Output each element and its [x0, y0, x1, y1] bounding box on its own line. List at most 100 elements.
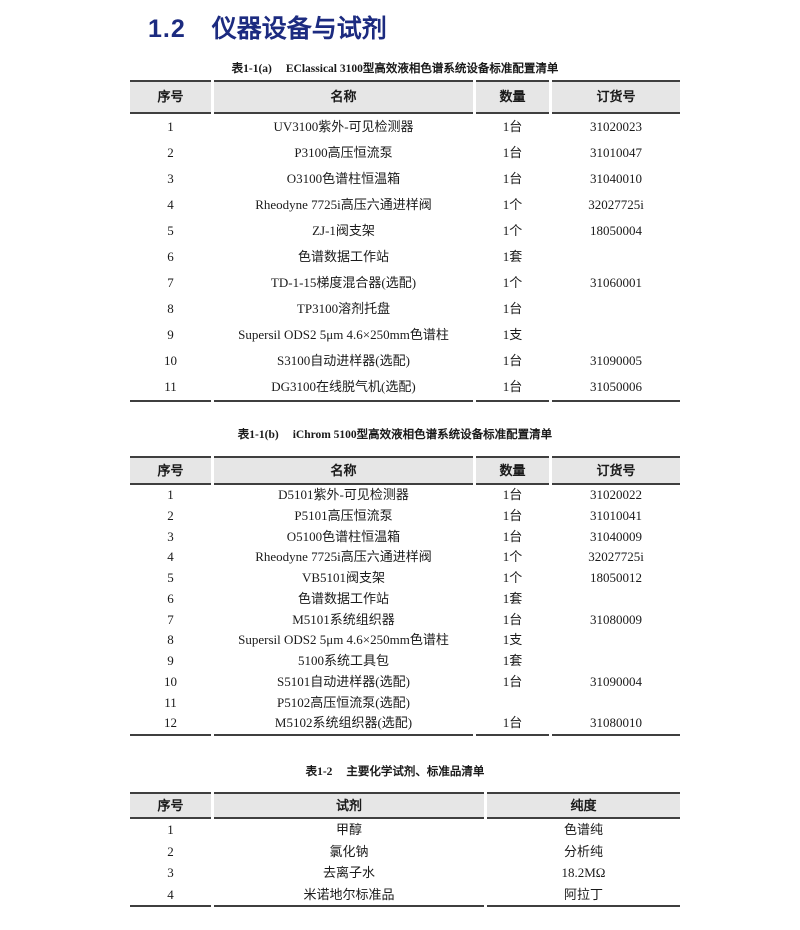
table-cell: 1台 [502, 673, 523, 689]
caption-label: 表1-1(b) [237, 429, 279, 441]
table-cell: 31010041 [590, 507, 642, 523]
table-cell: 阿拉丁 [563, 886, 603, 902]
table-cell: 1个 [502, 570, 523, 585]
table-cell: 1台 [502, 528, 523, 544]
table-cell: TP3100溶剂托盘 [296, 301, 391, 316]
table-cell: 1套 [502, 653, 523, 668]
table-cell: 8 [167, 301, 174, 316]
table-cell: 12 [164, 715, 177, 731]
table-cell: UV3100紫外-可见检测器 [273, 119, 414, 134]
table-cell: 10 [164, 353, 177, 368]
table-cell: Rheodyne 7725i高压六通进样阀 [255, 549, 432, 565]
table-cell: 1 [167, 822, 174, 837]
table-row: 10 S5101自动进样器(选配) 1台 31090004 [130, 672, 680, 693]
table-row: 3 O5100色谱柱恒温箱 1台 31040009 [130, 527, 680, 548]
table-cell: 甲醇 [335, 822, 362, 837]
table-row: 8 Supersil ODS2 5μm 4.6×250mm色谱柱 1支 [130, 630, 680, 651]
table-bottom-border [130, 905, 680, 907]
table-cell: 31040010 [590, 171, 642, 186]
table-cell [552, 244, 680, 270]
table-cell: 2 [167, 145, 174, 160]
table-cell: 1个 [502, 223, 523, 238]
table-cell: 1个 [502, 197, 523, 212]
table-cell: 31080010 [590, 715, 642, 731]
section-number: 1.2 [148, 15, 186, 43]
table-cell [552, 589, 680, 610]
table-cell: 1台 [502, 715, 523, 731]
table-cell: 31050006 [590, 379, 642, 394]
table-cell: 1台 [502, 145, 523, 160]
caption-title: iChrom 5100型高效液相色谱系统设备标准配置清单 [292, 429, 553, 441]
table-cell: 5100系统工具包 [297, 653, 389, 668]
table-cell: 6 [167, 590, 174, 606]
table-cell: 1台 [502, 379, 523, 394]
table-row: 9 5100系统工具包 1套 [130, 651, 680, 672]
table-cell: 色谱纯 [563, 822, 603, 837]
table-cell: ZJ-1阀支架 [312, 223, 375, 238]
table-cell [552, 630, 680, 651]
table-cell [552, 651, 680, 672]
table-cell: P3100高压恒流泵 [294, 145, 393, 160]
column-header: 名称 [214, 80, 473, 114]
table-cell: Supersil ODS2 5μm 4.6×250mm色谱柱 [238, 632, 449, 648]
caption-title: EClassical 3100型高效液相色谱系统设备标准配置清单 [285, 63, 559, 75]
equipment-table-ichrom-5100: 序号 名称 数量 订货号 1 D5101紫外-可见检测器 1台 31020022 2 P5101高… [130, 456, 680, 736]
table-cell: 5 [167, 570, 174, 585]
column-header: 序号 [130, 456, 211, 485]
table-cell: 1 [167, 487, 174, 502]
table-cell: 18.2MΩ [561, 865, 606, 880]
table-row: 11 P5102高压恒流泵(选配) [130, 693, 680, 714]
caption-label: 表1-2 [305, 766, 333, 778]
table-cell: 6 [167, 249, 174, 264]
table-row: 7 TD-1-15梯度混合器(选配) 1个 31060001 [130, 270, 680, 296]
table-cell: 1台 [502, 171, 523, 186]
table-row: 6 色谱数据工作站 1套 [130, 589, 680, 610]
table-cell: 1台 [502, 507, 523, 523]
table-row: 9 Supersil ODS2 5μm 4.6×250mm色谱柱 1支 [130, 322, 680, 348]
page-content: 1.2 仪器设备与试剂 表1-1(a) EClassical 3100型高效液相色… [130, 0, 680, 907]
table-cell: 1台 [502, 119, 523, 134]
section-heading: 1.2 仪器设备与试剂 [148, 14, 680, 44]
table-cell: 分析纯 [563, 843, 603, 859]
border-segment [552, 400, 680, 402]
table-cell: 4 [167, 549, 174, 565]
table-cell: 1支 [502, 327, 523, 342]
table-row: 4 Rheodyne 7725i高压六通进样阀 1个 32027725i [130, 192, 680, 218]
table-cell: 氯化钠 [329, 843, 369, 859]
table-cell: 31020023 [590, 119, 642, 134]
column-header: 订货号 [552, 456, 680, 485]
border-segment [130, 905, 211, 907]
table-cell: 31090005 [590, 353, 642, 368]
table-row: 5 ZJ-1阀支架 1个 18050004 [130, 218, 680, 244]
column-header: 序号 [130, 792, 211, 819]
border-segment [214, 905, 484, 907]
table-cell: Rheodyne 7725i高压六通进样阀 [255, 197, 432, 212]
table-1-1b-caption: 表1-1(b) iChrom 5100型高效液相色谱系统设备标准配置清单 [120, 429, 670, 442]
caption-label: 表1-1(a) [231, 63, 272, 75]
table-cell: 32027725i [588, 549, 644, 565]
table-cell: 1个 [502, 275, 523, 290]
table-row: 4 米诺地尔标准品 阿拉丁 [130, 884, 680, 906]
table-cell: 4 [167, 197, 174, 212]
column-header: 纯度 [487, 792, 680, 819]
border-segment [552, 734, 680, 736]
table-cell: 7 [167, 611, 174, 627]
table-cell: 1套 [502, 249, 523, 264]
table-cell: VB5101阀支架 [301, 570, 386, 585]
table-row: 7 M5101系统组织器 1台 31080009 [130, 610, 680, 631]
table-row: 2 P5101高压恒流泵 1台 31010041 [130, 506, 680, 527]
column-header: 名称 [214, 456, 473, 485]
table-cell: 31060001 [590, 275, 642, 290]
border-segment [487, 905, 680, 907]
table-row: 8 TP3100溶剂托盘 1台 [130, 296, 680, 322]
table-cell: 4 [167, 886, 174, 902]
table-row: 11 DG3100在线脱气机(选配) 1台 31050006 [130, 374, 680, 400]
table-cell: 32027725i [588, 197, 644, 212]
border-segment [130, 400, 211, 402]
table-cell: 3 [167, 865, 174, 880]
table-cell: 2 [167, 507, 174, 523]
table-cell [552, 322, 680, 348]
table-cell: O5100色谱柱恒温箱 [286, 528, 401, 544]
table-cell: 1 [167, 119, 174, 134]
table-cell: 1支 [502, 632, 523, 648]
